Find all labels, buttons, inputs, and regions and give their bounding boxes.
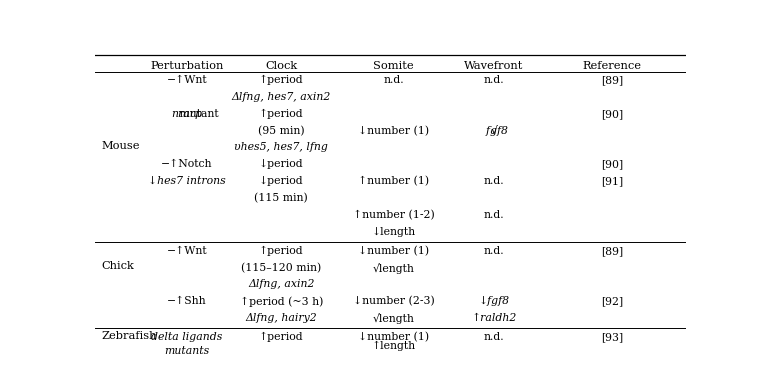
Text: Somite: Somite (373, 61, 414, 71)
Text: ↑length: ↑length (371, 341, 415, 351)
Text: ↓fgf8: ↓fgf8 (479, 296, 509, 306)
Text: −↑Shh: −↑Shh (167, 296, 207, 306)
Text: √: √ (491, 126, 498, 136)
Text: ↑period: ↑period (259, 246, 303, 256)
Text: [90]: [90] (601, 159, 623, 169)
Text: ↓period: ↓period (259, 176, 303, 186)
Text: [90]: [90] (601, 109, 623, 119)
Text: [93]: [93] (601, 332, 623, 342)
Text: Reference: Reference (582, 61, 642, 71)
Text: ↑period: ↑period (259, 75, 303, 85)
Text: fgf8: fgf8 (479, 126, 508, 136)
Text: n.d.: n.d. (484, 246, 504, 256)
Text: (115–120 min): (115–120 min) (241, 263, 322, 273)
Text: Perturbation: Perturbation (150, 61, 223, 71)
Text: [89]: [89] (601, 246, 623, 256)
Text: delta ligands
mutants: delta ligands mutants (151, 332, 223, 356)
Text: ↑number (1-2): ↑number (1-2) (353, 210, 434, 220)
Text: ↑period (~3 h): ↑period (~3 h) (239, 296, 323, 307)
Text: Δlfng, hes7, axin2: Δlfng, hes7, axin2 (232, 92, 331, 102)
Text: ↓number (1): ↓number (1) (358, 246, 429, 256)
Text: mutant: mutant (155, 109, 219, 119)
Text: (115 min): (115 min) (255, 193, 308, 203)
Text: [89]: [89] (601, 75, 623, 85)
Text: ↓length: ↓length (371, 227, 415, 237)
Text: ↓hes7 introns: ↓hes7 introns (148, 176, 226, 186)
Text: ↓period: ↓period (259, 159, 303, 169)
Text: n.d.: n.d. (484, 75, 504, 85)
Text: [92]: [92] (601, 296, 623, 306)
Text: ↑raldh2: ↑raldh2 (471, 313, 517, 323)
Text: ↑period: ↑period (259, 109, 303, 119)
Text: ↓number (1): ↓number (1) (358, 332, 429, 343)
Text: −↑Notch: −↑Notch (161, 159, 213, 169)
Text: υhes5, hes7, lfng: υhes5, hes7, lfng (235, 143, 328, 152)
Text: √length: √length (373, 313, 415, 324)
Text: −↑Wnt: −↑Wnt (166, 75, 207, 85)
Text: Δlfng, hairy2: Δlfng, hairy2 (245, 313, 317, 323)
Text: −↑Wnt: −↑Wnt (166, 246, 207, 256)
Text: n.d.: n.d. (484, 332, 504, 342)
Text: √length: √length (373, 263, 415, 274)
Text: ↓number (1): ↓number (1) (358, 126, 429, 136)
Text: Wavefront: Wavefront (464, 61, 523, 71)
Text: n.d.: n.d. (484, 176, 504, 186)
Text: (95 min): (95 min) (258, 126, 305, 136)
Text: n.d.: n.d. (484, 210, 504, 220)
Text: Mouse: Mouse (101, 141, 139, 151)
Text: [91]: [91] (601, 176, 623, 186)
Text: Chick: Chick (101, 261, 134, 271)
Text: ↑number (1): ↑number (1) (358, 176, 429, 186)
Text: ↑period: ↑period (259, 332, 303, 342)
Text: Zebrafish: Zebrafish (101, 331, 157, 341)
Text: nrarp: nrarp (171, 109, 202, 119)
Text: n.d.: n.d. (383, 75, 404, 85)
Text: Δlfng, axin2: Δlfng, axin2 (248, 279, 315, 290)
Text: Clock: Clock (265, 61, 297, 71)
Text: ↓number (2-3): ↓number (2-3) (353, 296, 434, 307)
